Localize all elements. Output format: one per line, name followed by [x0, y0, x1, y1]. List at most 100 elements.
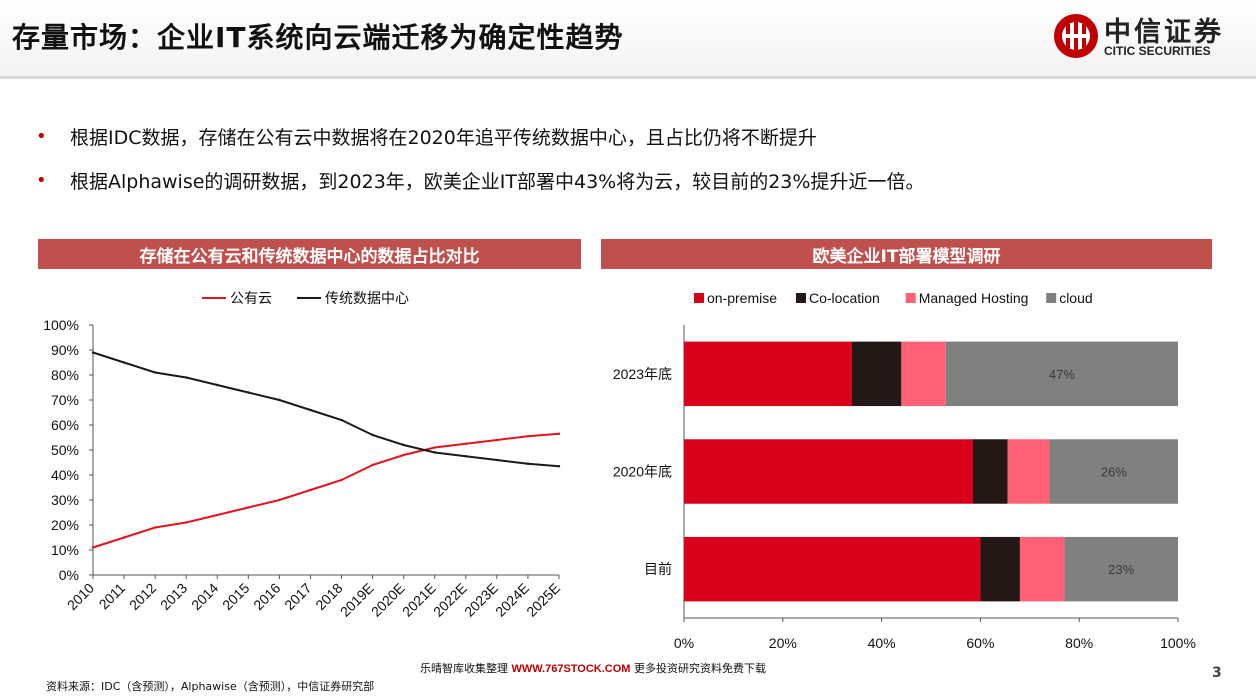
data-point-0: [216, 513, 219, 517]
x-tick-label: 0%: [674, 635, 694, 651]
data-point-0: [91, 546, 95, 549]
data-point-1: [185, 376, 188, 379]
data-point-1: [402, 443, 405, 447]
category-label: 2020年底: [613, 464, 672, 480]
y-tick-label: 90%: [51, 342, 79, 358]
data-point-0: [495, 438, 499, 442]
source-note: 资料来源：IDC（含预测），Alphawise（含预测），中信证券研究部: [46, 680, 375, 693]
data-point-1: [557, 465, 561, 468]
header-bar: [0, 0, 1256, 76]
x-tick-label: 40%: [868, 635, 896, 651]
legend-label-1: Co-location: [809, 290, 880, 306]
y-tick-label: 40%: [51, 467, 79, 483]
bullet-list: • 根据IDC数据，存储在公有云中数据将在2020年追平传统数据中心，且占比仍将…: [36, 114, 924, 202]
bar-segment-cloud: [945, 341, 1178, 407]
x-tick-label: 2013: [157, 580, 190, 613]
citic-emblem-icon: [1054, 14, 1098, 58]
data-point-1: [153, 371, 157, 374]
data-point-1: [122, 361, 126, 364]
legend-swatch-3: [1046, 293, 1057, 303]
category-label: 2023年底: [613, 366, 672, 382]
y-tick-label: 50%: [51, 442, 79, 458]
bar-segment-co-location: [980, 536, 1020, 602]
bar-chart-title: 欧美企业IT部署模型调研: [601, 239, 1212, 269]
data-point-1: [464, 455, 467, 458]
watermark-prefix: 乐晴智库收集整理: [420, 662, 512, 675]
bar-segment-cloud: [1064, 536, 1178, 602]
series-line-0: [92, 432, 560, 549]
bar-segment-on-premise: [684, 439, 973, 504]
y-tick-label: 60%: [51, 417, 79, 433]
x-tick-label: 2022E: [430, 580, 470, 620]
x-tick-label: 2011: [96, 580, 129, 613]
legend-label-1: 传统数据中心: [325, 290, 409, 306]
x-tick-label: 2021E: [399, 580, 439, 620]
legend-label-0: on-premise: [707, 290, 777, 306]
bullet-dot-icon: •: [36, 125, 47, 147]
data-point-0: [278, 498, 281, 502]
bar-segment-managed-hosting: [901, 341, 946, 407]
x-tick-label: 2015: [219, 580, 252, 613]
x-tick-label: 60%: [966, 635, 994, 651]
data-point-0: [557, 432, 561, 435]
y-tick-label: 80%: [51, 367, 79, 383]
category-label: 目前: [644, 561, 672, 577]
bullet-text: 根据Alphawise的调研数据，到2023年，欧美企业IT部署中43%将为云，…: [70, 170, 925, 193]
data-point-0: [340, 478, 343, 482]
watermark-link[interactable]: WWW.767STOCK.COM: [511, 663, 631, 675]
data-point-0: [464, 442, 467, 445]
data-point-1: [216, 383, 219, 387]
y-tick-label: 10%: [51, 542, 79, 558]
data-point-1: [433, 451, 436, 454]
x-tick-label: 100%: [1160, 635, 1196, 651]
bar-segment-managed-hosting: [1019, 536, 1065, 602]
bar-segment-on-premise: [684, 341, 852, 407]
data-point-0: [247, 506, 250, 509]
legend-swatch-1: [796, 293, 806, 303]
header-divider: [0, 76, 1256, 79]
legend-swatch-2: [905, 293, 916, 303]
x-tick-label: 2024E: [492, 580, 532, 620]
x-tick-label: 2025E: [523, 580, 563, 620]
data-point-0: [185, 521, 188, 524]
stacked-bar-chart: on-premise Co-location Managed Hosting clou…: [613, 290, 1196, 651]
bar-segment-cloud: [1049, 439, 1178, 504]
line-chart: 公有云 传统数据中心 0% 10% 20% 30% 40% 50% 60% 70% 80% 90% 10…: [43, 290, 563, 620]
data-point-0: [122, 536, 126, 539]
data-point-0: [371, 463, 374, 467]
x-tick-label: 2014: [188, 580, 221, 613]
series-line-1: [92, 351, 560, 468]
bullet-dot-icon: •: [36, 169, 47, 191]
data-point-1: [495, 458, 499, 462]
y-tick-label: 100%: [43, 317, 79, 333]
watermark-note: 乐晴智库收集整理 WWW.767STOCK.COM 更多投资研究资料免费下载: [420, 660, 766, 676]
data-point-0: [526, 435, 530, 438]
x-tick-label: 2012: [126, 580, 159, 613]
x-tick-label: 20%: [769, 635, 797, 651]
data-point-1: [340, 418, 343, 422]
x-tick-label: 2016: [250, 580, 283, 613]
legend-label-0: 公有云: [230, 290, 272, 306]
x-tick-label: 2020E: [368, 580, 408, 620]
bullet-item: • 根据Alphawise的调研数据，到2023年，欧美企业IT部署中43%将为…: [36, 158, 924, 202]
watermark-suffix: 更多投资研究资料免费下载: [630, 662, 766, 675]
y-tick-label: 20%: [51, 517, 79, 533]
line-chart-title: 存储在公有云和传统数据中心的数据占比对比: [38, 239, 581, 269]
data-point-1: [371, 433, 374, 437]
data-point-1: [278, 398, 281, 402]
bullet-text: 根据IDC数据，存储在公有云中数据将在2020年追平传统数据中心，且占比仍将不断…: [70, 126, 817, 149]
x-tick-label: 2019E: [337, 580, 377, 620]
logo-text-cn: 中信证券: [1104, 17, 1224, 48]
y-tick-label: 30%: [51, 492, 79, 508]
bar-segment-on-premise: [684, 536, 981, 602]
x-tick-label: 2017: [281, 580, 314, 613]
data-point-1: [526, 462, 530, 465]
bar-segment-managed-hosting: [1007, 439, 1050, 504]
y-tick-label: 0%: [59, 567, 79, 583]
citic-logo: 中信证券 CITIC SECURITIES: [1052, 8, 1242, 68]
legend-swatch-0: [694, 293, 704, 303]
y-tick-label: 70%: [51, 392, 79, 408]
bar-segment-co-location: [851, 341, 902, 407]
page-title: 存量市场：企业IT系统向云端迁移为确定性趋势: [12, 21, 624, 54]
bar-segment-co-location: [972, 439, 1008, 504]
